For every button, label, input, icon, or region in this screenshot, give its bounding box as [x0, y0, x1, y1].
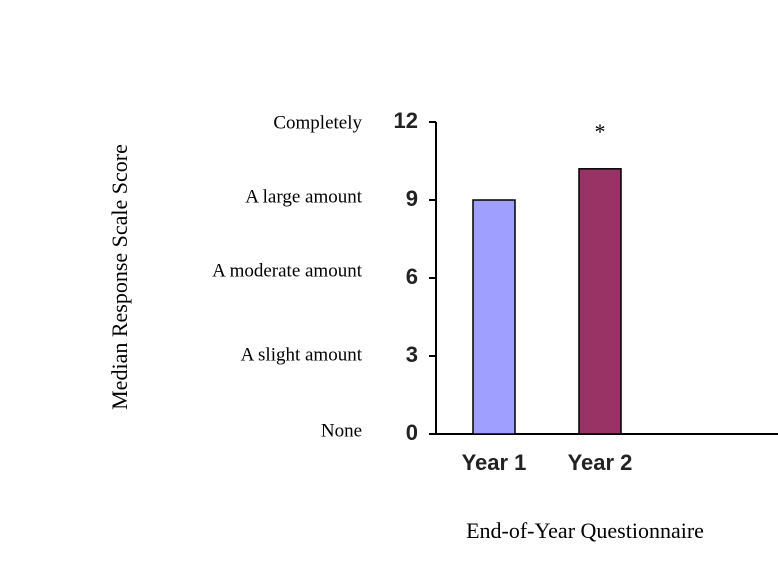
scale-label: None: [321, 420, 362, 441]
y-axis-ticks: 0 3 6 9 12: [394, 108, 436, 445]
y-tick-label: 3: [406, 342, 418, 367]
y-axis-label: Median Response Scale Score: [107, 144, 132, 410]
y-tick-label: 9: [406, 186, 418, 211]
y-tick-label: 0: [406, 420, 418, 445]
scale-label: A moderate amount: [212, 260, 363, 281]
x-category-label: Year 2: [568, 450, 633, 475]
bar-year-1: [472, 199, 516, 435]
x-axis-categories: Year 1 Year 2: [462, 450, 633, 475]
bar-year-2: [578, 168, 622, 435]
bars: *: [472, 119, 622, 435]
y-tick-label: 12: [394, 108, 418, 133]
x-category-label: Year 1: [462, 450, 527, 475]
response-scale-labels: None A slight amount A moderate amount A la…: [212, 112, 363, 441]
scale-label: Completely: [273, 112, 362, 133]
y-tick-label: 6: [406, 264, 418, 289]
significance-marker: *: [595, 119, 606, 144]
scale-label: A large amount: [245, 186, 363, 207]
x-axis-label: End-of-Year Questionnaire: [466, 518, 704, 543]
scale-label: A slight amount: [241, 344, 363, 365]
